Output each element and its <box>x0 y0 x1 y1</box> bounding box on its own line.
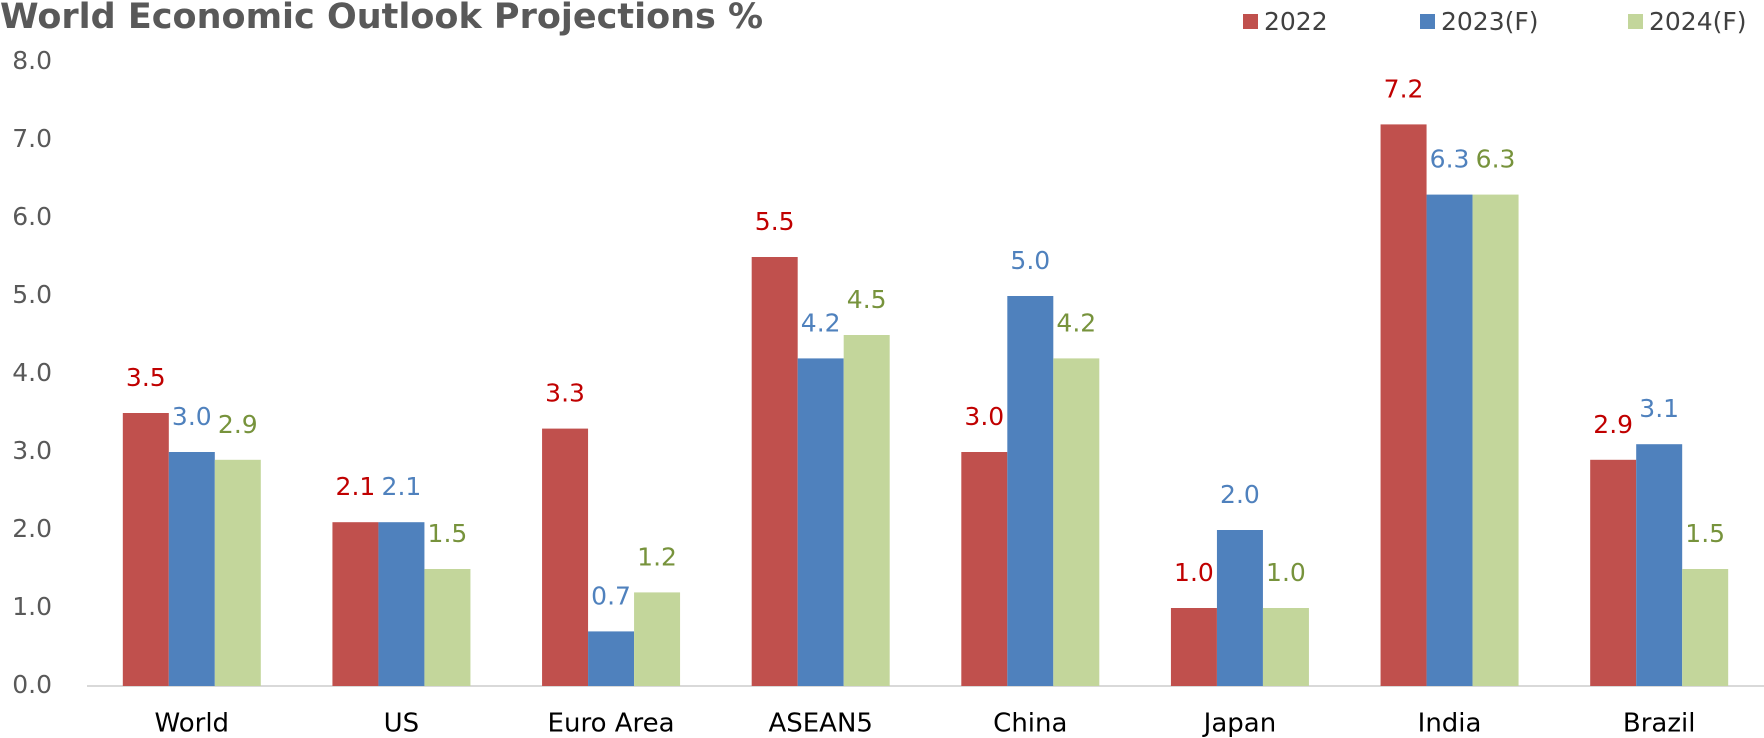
y-tick-label: 1.0 <box>12 592 52 621</box>
y-tick-label: 5.0 <box>12 280 52 309</box>
data-label: 1.5 <box>1685 519 1725 548</box>
y-tick-label: 0.0 <box>12 670 52 699</box>
bar <box>1636 444 1683 686</box>
x-tick-label: ASEAN5 <box>768 709 873 738</box>
x-tick-label: World <box>155 709 230 738</box>
x-tick-label: Euro Area <box>548 709 675 738</box>
chart-title: World Economic Outlook Projections % <box>0 0 763 37</box>
data-label: 1.5 <box>428 519 468 548</box>
bar <box>1472 194 1519 686</box>
bar <box>1216 530 1263 686</box>
data-label: 2.0 <box>1220 480 1260 509</box>
bar <box>424 569 471 686</box>
data-label: 5.0 <box>1010 246 1050 275</box>
data-label: 0.7 <box>591 581 631 610</box>
data-label: 3.3 <box>545 379 585 408</box>
data-label: 1.0 <box>1174 558 1214 587</box>
data-label: 6.3 <box>1476 145 1516 174</box>
bar <box>1170 608 1217 686</box>
x-tick-label: India <box>1418 709 1482 738</box>
data-label: 3.1 <box>1639 394 1679 423</box>
bar <box>588 631 635 686</box>
data-label: 2.1 <box>382 472 422 501</box>
y-tick-label: 6.0 <box>12 202 52 231</box>
x-tick-label: China <box>993 709 1067 738</box>
legend-swatch <box>1628 14 1643 29</box>
bar <box>1007 296 1054 686</box>
y-tick-label: 7.0 <box>12 124 52 153</box>
bar <box>1590 459 1637 686</box>
data-label: 4.2 <box>1056 308 1096 337</box>
bar <box>1426 194 1473 686</box>
bar <box>961 452 1008 686</box>
data-label: 7.2 <box>1384 74 1424 103</box>
legend-swatch <box>1420 14 1435 29</box>
data-label: 2.9 <box>218 410 258 439</box>
data-label: 3.0 <box>964 402 1004 431</box>
bar <box>797 358 844 686</box>
legend-label: 2022 <box>1264 7 1328 36</box>
y-tick-label: 2.0 <box>12 514 52 543</box>
bar <box>168 452 215 686</box>
bar <box>122 413 169 686</box>
bar <box>1262 608 1309 686</box>
bar <box>634 592 681 686</box>
legend-label: 2023(F) <box>1441 7 1539 36</box>
bar <box>542 428 589 686</box>
x-tick-label: Japan <box>1202 709 1277 738</box>
data-label: 2.1 <box>336 472 376 501</box>
bar <box>1682 569 1729 686</box>
bar <box>751 257 798 686</box>
bar <box>332 522 379 686</box>
data-label: 1.0 <box>1266 558 1306 587</box>
bar <box>214 459 261 686</box>
x-tick-label: Brazil <box>1623 709 1696 738</box>
y-tick-label: 4.0 <box>12 358 52 387</box>
data-label: 6.3 <box>1430 145 1470 174</box>
data-label: 4.5 <box>847 285 887 314</box>
data-label: 2.9 <box>1593 410 1633 439</box>
data-label: 4.2 <box>801 308 841 337</box>
bar <box>378 522 425 686</box>
bar <box>843 335 890 686</box>
data-label: 5.5 <box>755 207 795 236</box>
y-tick-label: 8.0 <box>12 46 52 75</box>
data-label: 3.0 <box>172 402 212 431</box>
y-tick-label: 3.0 <box>12 436 52 465</box>
x-tick-label: US <box>384 709 420 738</box>
legend-swatch <box>1243 14 1258 29</box>
bar <box>1380 124 1427 686</box>
bar <box>1053 358 1100 686</box>
data-label: 3.5 <box>126 363 166 392</box>
data-label: 1.2 <box>637 542 677 571</box>
legend-label: 2024(F) <box>1649 7 1747 36</box>
